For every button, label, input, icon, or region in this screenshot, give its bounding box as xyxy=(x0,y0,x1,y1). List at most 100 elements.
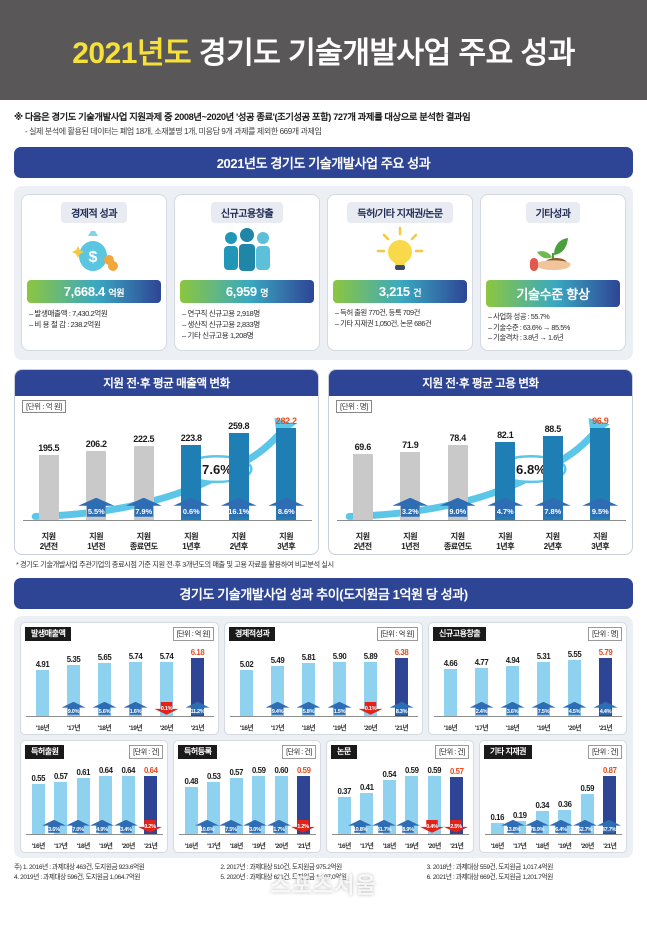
mini-chart-unit: [단위 : 건] xyxy=(129,744,163,759)
growth-label: 0.1% xyxy=(364,705,377,712)
kpi-sub-item: – 연구직 신규고용 2,918명 xyxy=(182,309,260,318)
bar-column: 5.55 xyxy=(559,646,590,716)
growth-row: 2.4% 3.6% 7.5% 4.5% 4.4% xyxy=(435,701,621,715)
growth-label: 0.1% xyxy=(160,705,173,712)
growth-cell: 8.9% xyxy=(396,819,420,833)
bar-column: 259.8 xyxy=(215,416,263,520)
bar xyxy=(333,661,346,716)
bar-column: 0.64 xyxy=(140,764,163,834)
growth-cell: 9.5% xyxy=(577,497,625,517)
x-axis-label: '16년 xyxy=(31,842,46,850)
growth-up-arrow-icon: 13.8% xyxy=(501,819,525,833)
growth-row: 9.0% 5.6% 1.6% 0.1% 11.2% xyxy=(27,701,213,715)
growth-label: 1.6% xyxy=(129,708,142,715)
bar-value-label: 5.89 xyxy=(363,651,378,661)
growth-label: 47.7% xyxy=(601,826,617,833)
bottom-notes: 주) 1. 2016년 : 과제대상 463건, 도지원금 923.6억원 4.… xyxy=(14,863,633,883)
bar-value-label: 0.59 xyxy=(427,765,442,775)
bar-value-label: 0.59 xyxy=(251,765,266,775)
bar xyxy=(76,777,90,834)
lightbulb-icon xyxy=(374,225,426,277)
growth-cell: 4.7% xyxy=(482,497,530,517)
chart-plot-area: [단위 : 억 원] 7.6% 195.5 206.2 222.5 223.8 259.… xyxy=(15,396,318,554)
bar-value-label: 0.64 xyxy=(98,765,113,775)
bar xyxy=(490,822,504,834)
bar-column: 5.35 xyxy=(58,646,89,716)
growth-cell: 0.2% xyxy=(138,819,162,833)
bar-value-label: 0.64 xyxy=(121,765,136,775)
page-header: 2021년도 경기도 기술개발사업 주요 성과 xyxy=(0,0,647,100)
growth-label: 1.2% xyxy=(297,823,309,830)
bar-value-label: 0.41 xyxy=(359,782,374,792)
bottom-note-column-2: 2. 2017년 : 과제대상 510건, 도지원금 975.2억원 5. 202… xyxy=(220,863,426,883)
kpi-value-number: 3,215 xyxy=(378,284,410,299)
x-axis-labels: '16년 '17년 '18년 '19년 '20년 '21년 xyxy=(27,722,213,732)
kpi-card-2: 신규고용창출 6,959 명 – 연구직 신규고용 2,918명 – 생산직 신규고용… xyxy=(174,194,320,351)
growth-cell: 78.9% xyxy=(525,819,549,833)
growth-label: 4.4% xyxy=(599,708,612,715)
bar xyxy=(537,661,550,716)
growth-row: 3.6% 7.0% 4.9% 3.4% 0.2% xyxy=(27,819,162,833)
x-axis-label: 지원 1년전 xyxy=(401,531,420,551)
bar-column: 69.6 xyxy=(339,416,387,520)
x-axis-label: 지원 2년전 xyxy=(39,531,58,551)
bar xyxy=(382,779,396,834)
growth-cell: 7.0% xyxy=(66,819,90,833)
bar-column: 5.90 xyxy=(324,646,355,716)
growth-cell: 1.2% xyxy=(291,819,315,833)
bar-value-label: 71.9 xyxy=(402,439,419,450)
x-axis-line xyxy=(26,715,214,717)
growth-label: 7.5% xyxy=(537,708,550,715)
bar-value-label: 0.59 xyxy=(296,765,311,775)
mini-chart-title: 기타 지재권 xyxy=(484,744,533,759)
money-bag-icon: $ xyxy=(66,225,122,277)
growth-up-arrow-icon: 9.5% xyxy=(582,497,619,517)
bar-column: 0.37 xyxy=(333,764,356,834)
mini-chart-unit: [단위 : 명] xyxy=(588,626,622,641)
x-axis-label: 지원 2년후 xyxy=(229,531,248,551)
kpi-sub-item: – 기타 지재권 1,050건, 논문 686건 xyxy=(335,318,432,328)
bar-value-label: 0.54 xyxy=(382,769,397,779)
bar xyxy=(207,781,221,834)
growth-label: 7.8% xyxy=(544,506,562,516)
bar-column: 282.2 xyxy=(263,416,311,520)
mini-chart-header: 발생매출액 [단위 : 억 원] xyxy=(25,626,214,641)
growth-label: 11.2% xyxy=(190,708,205,715)
bar xyxy=(252,775,266,834)
growth-cell xyxy=(435,702,466,715)
bar-column: 6.38 xyxy=(386,646,417,716)
kpi-sublist: – 사업화 성공 : 55.7% – 기술수준 : 63.6% → 85.5% – … xyxy=(486,312,620,344)
bar-value-label: 282.2 xyxy=(275,415,297,426)
bottom-note-column-3: 3. 2018년 : 과제대상 559건, 도지원금 1,017.4억원 6. 2… xyxy=(427,863,633,883)
charts-footnote: * 경기도 기술개발사업 주관기업의 종료시점 기준 지원 전·후 3개년도의 … xyxy=(16,559,334,569)
mini-chart-title: 득허출원 xyxy=(25,744,65,759)
growth-cell: 2.4% xyxy=(466,701,497,715)
x-axis-labels: 지원 2년전 지원 1년전 지원 종료연도 지원 1년후 지원 2년후 지원 3년후 xyxy=(25,532,310,552)
growth-label: 8.6% xyxy=(277,506,295,516)
growth-label: 5.5% xyxy=(87,506,105,516)
growth-cell: 4.4% xyxy=(590,701,621,715)
bar xyxy=(99,775,113,834)
bar-column: 0.59 xyxy=(293,764,316,834)
bar-value-label: 82.1 xyxy=(497,429,514,440)
bar xyxy=(31,783,45,834)
bar-series: 4.66 4.77 4.94 5.31 5.55 5.79 xyxy=(435,646,621,716)
growth-up-arrow-icon: 6.4% xyxy=(549,819,573,833)
growth-up-arrow-icon: 31.7% xyxy=(372,819,396,833)
chart-card-2: 지원 전·후 평균 고용 변화 [단위 : 명] 6.8% 69.6 71.9 78.… xyxy=(328,368,633,555)
growth-up-arrow-icon: 4.4% xyxy=(593,701,618,715)
bar-value-label: 0.19 xyxy=(512,810,527,820)
growth-cell: 0.1% xyxy=(355,701,386,715)
growth-up-arrow-icon: 78.9% xyxy=(525,819,549,833)
kpi-sub-item: – 기술수준 : 63.6% → 85.5% xyxy=(488,322,570,332)
bar-column: 0.54 xyxy=(378,764,401,834)
growth-label: 0.6% xyxy=(182,506,200,516)
growth-down-arrow-icon: 0.2% xyxy=(138,819,162,833)
kpi-sublist: – 득허 출원 770건, 등록 709건 – 기타 지재권 1,050건, 논문… xyxy=(333,308,467,329)
growth-cell: 0.1% xyxy=(151,701,182,715)
mini-chart-title: 득허등록 xyxy=(178,744,218,759)
growth-cell xyxy=(25,498,73,517)
bar-value-label: 96.9 xyxy=(592,415,609,426)
page-title-rest: 경기도 기술개발사업 주요 성과 xyxy=(191,37,575,70)
x-axis-label: '19년 xyxy=(332,724,347,732)
